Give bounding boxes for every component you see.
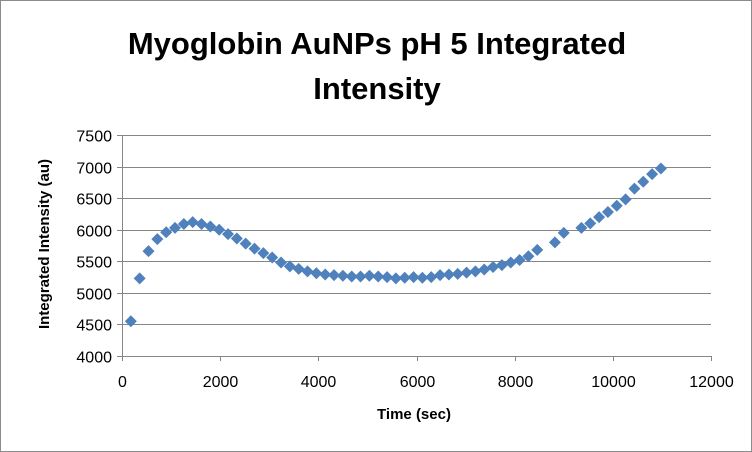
x-tick-label: 8000: [498, 374, 534, 391]
data-point-diamond: [301, 265, 314, 278]
data-point-diamond: [266, 251, 279, 264]
data-point-diamond: [222, 228, 235, 241]
data-point-diamond: [628, 182, 641, 195]
x-tick-label: 0: [118, 374, 127, 391]
data-point-diamond: [142, 245, 155, 258]
y-tick-label: 7000: [76, 161, 112, 178]
data-point-diamond: [160, 226, 173, 239]
data-point-diamond: [248, 242, 261, 255]
data-point-diamond: [292, 262, 305, 275]
data-point-diamond: [372, 270, 385, 283]
data-point-diamond: [601, 206, 614, 219]
data-point-diamond: [513, 254, 526, 267]
data-point-diamond: [319, 268, 332, 281]
data-point-diamond: [381, 271, 394, 284]
data-point-diamond: [407, 271, 420, 284]
data-point-diamond: [548, 236, 561, 249]
y-tick-label: 6000: [76, 224, 112, 241]
data-point-diamond: [478, 263, 491, 276]
data-point-diamond: [654, 162, 667, 175]
x-tick-label: 10000: [591, 374, 636, 391]
data-point-diamond: [230, 232, 243, 245]
data-point-diamond: [328, 269, 341, 282]
data-point-diamond: [487, 260, 500, 273]
data-point-diamond: [336, 269, 349, 282]
y-tick-labels: 4000 4500 5000 5500 6000 6500 7000 7500: [76, 129, 112, 367]
data-point-diamond: [619, 193, 632, 206]
data-point-diamond: [133, 272, 146, 285]
data-point-diamond: [257, 247, 270, 260]
data-point-diamond: [460, 266, 473, 279]
data-point-diamond: [354, 270, 367, 283]
data-point-diamond: [213, 223, 226, 236]
x-tick-label: 12000: [689, 374, 734, 391]
x-tick-label: 2000: [203, 374, 239, 391]
y-tick-label: 5500: [76, 255, 112, 272]
data-point-diamond: [345, 270, 358, 283]
data-point-diamond: [239, 237, 252, 250]
y-tick-label: 6500: [76, 192, 112, 209]
y-tick-label: 4500: [76, 318, 112, 335]
data-point-diamond: [425, 271, 438, 284]
data-point-diamond: [610, 199, 623, 212]
data-point-diamond: [451, 267, 464, 280]
data-point-diamond: [124, 315, 137, 328]
data-point-diamond: [495, 259, 508, 272]
data-points: [124, 162, 667, 328]
chart-title-line-2: Intensity: [313, 71, 441, 106]
y-tick-label: 5000: [76, 287, 112, 304]
data-point-diamond: [177, 218, 190, 231]
data-point-diamond: [593, 211, 606, 224]
data-point-diamond: [151, 233, 164, 246]
x-tick-label: 6000: [400, 374, 436, 391]
data-point-diamond: [575, 221, 588, 234]
data-point-diamond: [186, 216, 199, 229]
data-point-diamond: [557, 226, 570, 239]
data-point-diamond: [416, 271, 429, 284]
data-point-diamond: [434, 269, 447, 282]
data-point-diamond: [363, 269, 376, 282]
data-point-diamond: [584, 217, 597, 230]
data-point-diamond: [169, 221, 182, 234]
data-point-diamond: [442, 268, 455, 281]
data-point-diamond: [283, 260, 296, 273]
data-point-diamond: [275, 256, 288, 269]
data-point-diamond: [531, 243, 544, 256]
y-tick-label: 4000: [76, 350, 112, 367]
x-tick-labels: 0 2000 4000 6000 8000 10000 12000: [118, 374, 734, 391]
data-point-diamond: [522, 250, 535, 263]
data-point-diamond: [195, 218, 208, 231]
y-tick-label: 7500: [76, 129, 112, 146]
x-axis-label: Time (sec): [377, 406, 451, 423]
data-point-diamond: [646, 168, 659, 181]
x-tick-label: 4000: [301, 374, 337, 391]
y-axis-label: Integrated Intensity (au): [36, 159, 53, 329]
data-point-diamond: [469, 265, 482, 278]
data-point-diamond: [398, 271, 411, 284]
data-point-diamond: [389, 272, 402, 285]
data-point-diamond: [310, 267, 323, 280]
data-point-diamond: [504, 256, 517, 269]
data-point-diamond: [637, 175, 650, 188]
axes: [117, 135, 712, 361]
chart-title-line-1: Myoglobin AuNPs pH 5 Integrated: [128, 26, 626, 61]
